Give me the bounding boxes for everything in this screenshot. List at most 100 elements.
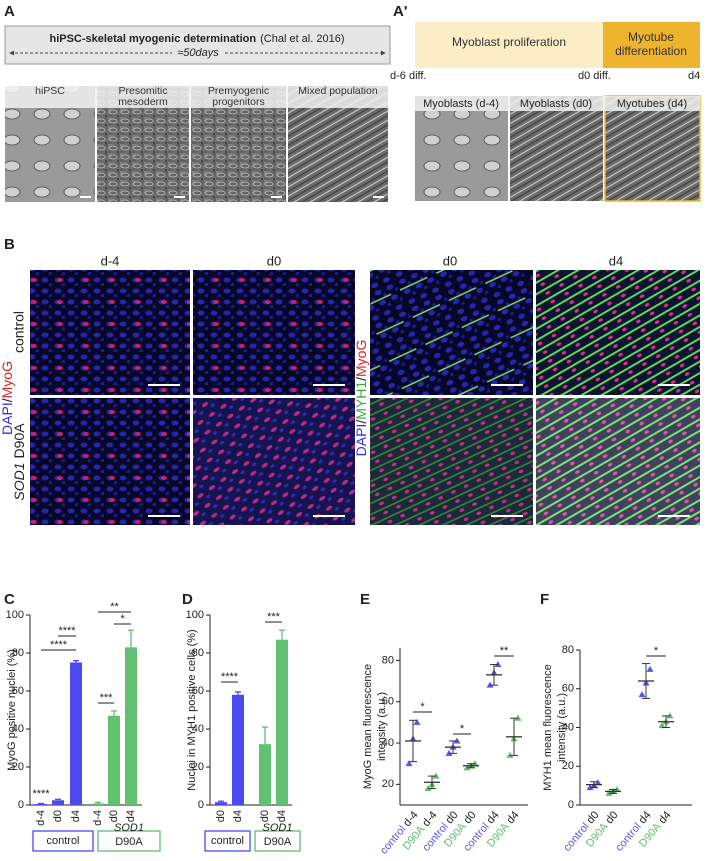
significance: **** [32, 788, 50, 800]
x-day: d4 [504, 809, 521, 826]
y-tick-label: 60 [12, 685, 24, 697]
x-tick-label: d0 [52, 810, 64, 822]
x-tick-label: d-4 [35, 810, 47, 826]
image-label: Premyogenic progenitors [207, 86, 270, 108]
x-group: control [613, 821, 643, 854]
group-gene: SOD1 [114, 822, 144, 834]
column-label: d-4 [101, 253, 120, 268]
y-tick-label: 40 [382, 737, 394, 749]
duration: ≈50days [177, 47, 219, 59]
bar [232, 694, 244, 805]
x-day: d0 [461, 809, 478, 826]
micrograph [536, 398, 700, 525]
group-gene: SOD1 [263, 822, 293, 834]
bar [35, 804, 47, 805]
y-axis-label: Nuclei in MYH1 positive cells (%) [186, 629, 198, 790]
micrograph [415, 96, 508, 201]
stain-part: / [0, 398, 15, 402]
column-label: d0 [267, 253, 281, 268]
column-label: d0 [443, 253, 457, 268]
y-axis-label: MYH1 mean fluorescence [542, 664, 554, 791]
panel-label: D [182, 591, 193, 608]
micrograph [370, 398, 533, 525]
micrograph [370, 270, 533, 395]
image-label: Myotubes (d4) [617, 98, 687, 110]
image-label: Myoblasts (d-4) [423, 98, 499, 110]
data-point [646, 665, 654, 672]
stain-part: / [353, 420, 369, 424]
significance: * [420, 701, 425, 713]
panel-label: B [4, 236, 15, 253]
timepoint: d0 diff. [578, 70, 611, 82]
y-axis-label: intensity (a.u.) [376, 692, 388, 761]
image-label-box: Premyogenic progenitors [207, 86, 270, 108]
bar [259, 744, 271, 805]
micrograph [30, 270, 190, 395]
y-tick-label: 100 [186, 609, 204, 621]
y-tick-label: 80 [192, 647, 204, 659]
image-label: hiPSC [35, 86, 65, 97]
y-axis-label: MyoG mean fluorescence [362, 664, 374, 789]
significance: * [654, 645, 659, 657]
bar [70, 662, 82, 805]
group-box [97, 830, 161, 852]
timepoint: d4 [688, 70, 700, 82]
y-tick-label: 100 [6, 609, 24, 621]
significance: *** [267, 611, 281, 623]
significance: **** [221, 671, 239, 683]
bar [108, 715, 120, 805]
micrograph [604, 95, 701, 202]
significance: * [460, 723, 465, 735]
data-point [658, 722, 666, 729]
allele: D90A [11, 423, 27, 459]
column-label: d4 [609, 253, 623, 268]
data-point [638, 691, 646, 698]
gene: SOD1 [11, 462, 27, 500]
row-label: control [11, 311, 27, 353]
x-tick-label: d0 [259, 810, 271, 822]
x-group: D90A [584, 820, 611, 849]
group-box [32, 830, 94, 852]
phase-box [415, 22, 603, 68]
phase-label-box: Myotube differentiation [615, 30, 687, 58]
label-band [415, 96, 700, 111]
group-box [204, 830, 251, 852]
group-label: D90A [264, 836, 292, 848]
citation: (Chal et al. 2016) [260, 33, 344, 45]
image-label-box: Presomitic mesoderm [118, 86, 168, 108]
group-label: D90A [115, 836, 143, 848]
phase-box [603, 22, 700, 68]
x-tick-label: d4 [125, 810, 137, 822]
group-box [254, 830, 301, 852]
x-tick-label: d4 [70, 810, 82, 822]
y-tick-label: 40 [562, 721, 574, 733]
stain-part: MyoG [0, 361, 15, 398]
significance: ** [500, 645, 509, 657]
micrograph [193, 398, 355, 525]
stain-part: MyoG [353, 340, 369, 377]
y-tick-label: 20 [12, 761, 24, 773]
panel-label: A' [393, 3, 407, 20]
micrograph [510, 96, 603, 201]
stain-part: DAPI [353, 424, 369, 457]
image-label: Presomitic mesoderm [118, 86, 168, 108]
data-point [413, 718, 421, 725]
x-group: D90A [637, 820, 664, 849]
x-group: D90A [485, 820, 512, 849]
data-point [405, 760, 413, 767]
micrograph [193, 270, 355, 395]
y-tick-label: 80 [12, 647, 24, 659]
label-bg [172, 48, 224, 58]
phase-label: Myoblast proliferation [451, 37, 567, 49]
y-tick-label: 20 [382, 778, 394, 790]
y-axis-label: intensity (a.u.) [556, 693, 568, 762]
stain-label: DAPI/MYH1/MyoG [353, 340, 369, 457]
significance: **** [50, 639, 68, 651]
phase-label: Myotube differentiation [615, 30, 687, 58]
x-tick-label: d-4 [92, 810, 104, 826]
label-band [5, 86, 388, 108]
y-tick-label: 80 [562, 644, 574, 656]
x-tick-label: d4 [232, 810, 244, 822]
